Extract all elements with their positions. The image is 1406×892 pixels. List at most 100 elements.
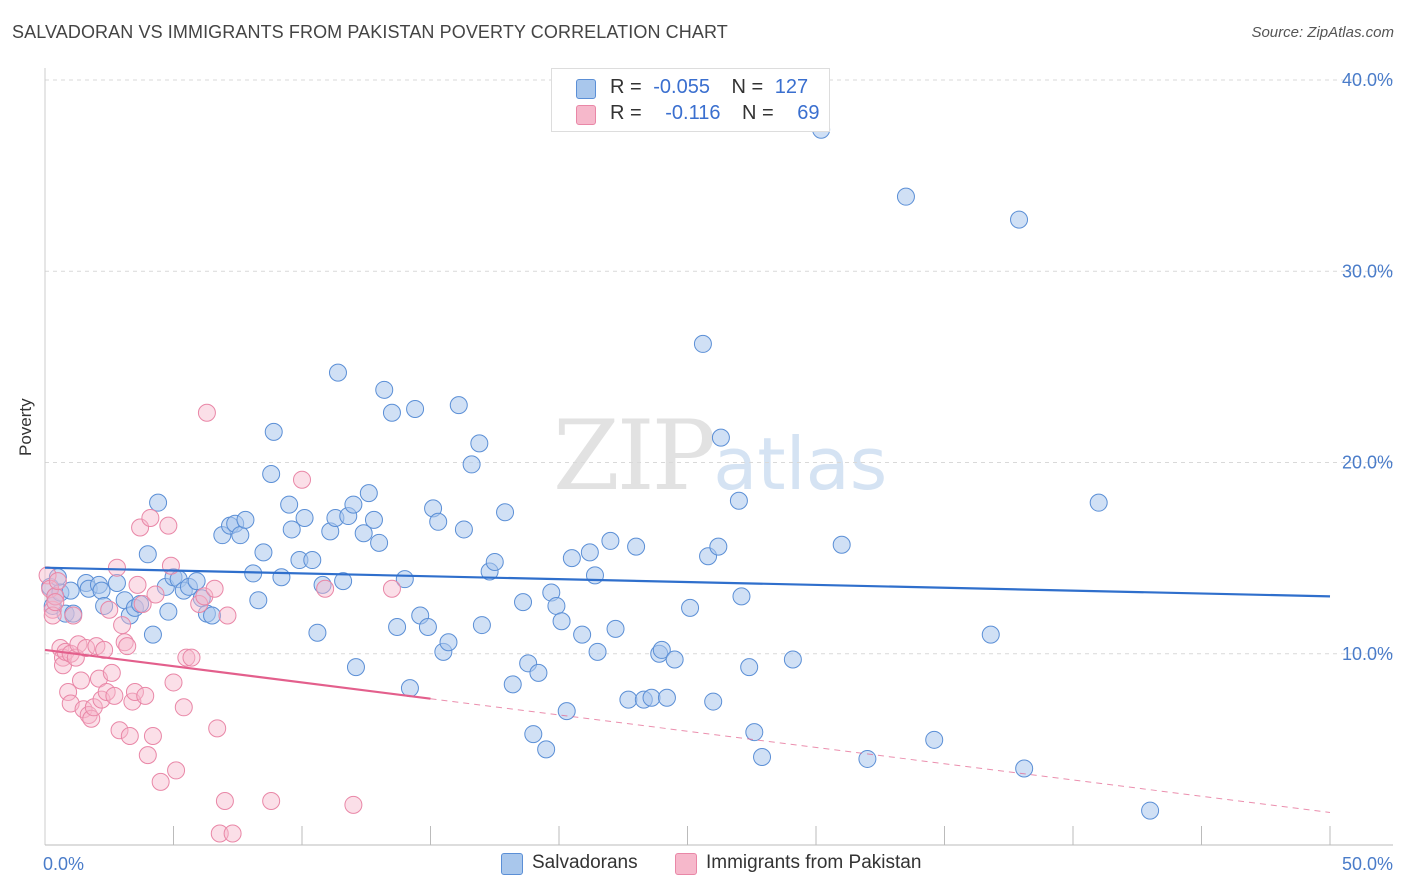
pakistan-point	[59, 683, 78, 701]
pakistan-point	[118, 637, 137, 656]
salvadorans-point	[832, 535, 851, 554]
source-label: Source: ZipAtlas.com	[1251, 24, 1394, 41]
salvadorans-point	[981, 625, 1000, 644]
pakistan-point	[215, 792, 234, 811]
watermark-atlas: atlas	[713, 422, 888, 506]
pakistan-point	[138, 746, 157, 765]
legend-n-label: N =	[731, 76, 764, 98]
pakistan-point	[141, 508, 160, 527]
salvadorans-point	[485, 552, 504, 571]
salvadorans-point	[454, 520, 473, 539]
salvadorans-point	[328, 363, 347, 382]
pakistan-trend-line	[44, 648, 431, 700]
correlation-legend: R = -0.055 N = 127 R = -0.116 N = 69	[551, 68, 830, 132]
salvadorans-point	[159, 602, 178, 621]
pakistan-point	[316, 579, 335, 598]
pakistan-point	[82, 709, 101, 728]
pakistan-point	[84, 698, 103, 717]
pakistan-point	[125, 683, 144, 701]
pakistan-point	[113, 616, 132, 635]
salvadorans-point	[472, 616, 491, 635]
pakistan-point	[120, 726, 139, 745]
salvadorans-point	[149, 493, 168, 512]
salvadorans-point	[562, 549, 581, 568]
salvadorans-point	[1010, 210, 1029, 229]
salvadorans-point	[514, 593, 533, 612]
salvadorans-point	[652, 640, 671, 659]
salvadorans-point	[642, 688, 661, 707]
salvadorans-point	[606, 619, 625, 638]
axes	[44, 68, 1393, 846]
salvadorans-point	[282, 520, 301, 539]
pakistan-point	[110, 721, 129, 740]
x-tick-label: 50.0%	[1342, 854, 1393, 874]
pakistan-point	[210, 824, 229, 843]
salvadorans-point	[346, 658, 365, 677]
pakistan-point	[223, 824, 242, 843]
salvadorans-point	[249, 591, 268, 610]
pakistan-point	[208, 719, 227, 738]
salvadorans-points	[41, 120, 1160, 820]
chart-title: SALVADORAN VS IMMIGRANTS FROM PAKISTAN P…	[12, 22, 728, 42]
pakistan-point	[344, 795, 363, 814]
watermark: ZIPatlas	[553, 400, 887, 512]
pakistan-point	[151, 772, 170, 791]
salvadorans-point	[585, 566, 604, 585]
legend-swatch-pakistan	[576, 105, 596, 125]
salvadorans-point	[711, 428, 730, 447]
salvadorans-point	[254, 543, 273, 562]
pakistan-point	[71, 671, 90, 690]
salvadorans-point	[896, 187, 915, 206]
salvadorans-point	[925, 730, 944, 749]
salvadorans-point	[406, 399, 425, 418]
pakistan-point	[382, 579, 401, 598]
pakistan-point	[64, 606, 83, 625]
legend-n-label: N =	[742, 102, 774, 124]
salvadorans-trend-line	[44, 566, 1331, 598]
y-tick-label: 40.0%	[1342, 70, 1393, 90]
salvadorans-point	[619, 690, 638, 709]
salvadorans-point	[681, 598, 700, 617]
pakistan-point	[102, 663, 121, 682]
pakistan-point	[128, 575, 147, 594]
salvadorans-point	[573, 625, 592, 644]
salvadorans-point	[388, 617, 407, 636]
salvadorans-point	[364, 510, 383, 529]
salvadorans-point	[601, 531, 620, 550]
pakistan-point	[133, 595, 152, 614]
salvadorans-point	[665, 650, 684, 669]
tick-labels: 10.0% 20.0% 30.0% 40.0% 0.0% 50.0%	[43, 70, 1393, 874]
salvadorans-point	[370, 533, 389, 552]
salvadorans-point	[92, 581, 111, 600]
legend-r-value: -0.116	[665, 102, 721, 124]
salvadorans-point	[729, 491, 748, 510]
legend-swatch-salvadorans	[501, 853, 523, 875]
pakistan-point	[177, 648, 196, 667]
pakistan-point	[182, 648, 201, 667]
pakistan-point	[205, 579, 224, 598]
pakistan-point	[43, 606, 62, 625]
salvadorans-point	[262, 464, 281, 483]
pakistan-point	[136, 686, 155, 705]
salvadorans-point	[231, 526, 250, 545]
pakistan-point	[46, 587, 65, 606]
salvadorans-point	[295, 508, 314, 527]
salvadorans-point	[308, 623, 327, 642]
legend-n-value: 127	[774, 76, 809, 98]
pakistan-point	[46, 593, 65, 612]
salvadorans-point	[236, 510, 255, 529]
pakistan-point	[105, 686, 124, 705]
salvadorans-point	[344, 495, 363, 514]
salvadorans-point	[732, 587, 751, 606]
salvadorans-point	[375, 380, 394, 399]
salvadorans-point	[303, 551, 322, 570]
salvadorans-point	[657, 688, 676, 707]
y-tick-label: 30.0%	[1342, 261, 1393, 281]
pakistan-point	[218, 606, 237, 625]
pakistan-point	[197, 403, 216, 422]
salvadorans-point	[449, 396, 468, 415]
salvadorans-point	[138, 545, 157, 564]
legend-r-label: R =	[610, 76, 642, 98]
salvadorans-point	[470, 434, 489, 453]
pakistan-point	[164, 673, 183, 692]
